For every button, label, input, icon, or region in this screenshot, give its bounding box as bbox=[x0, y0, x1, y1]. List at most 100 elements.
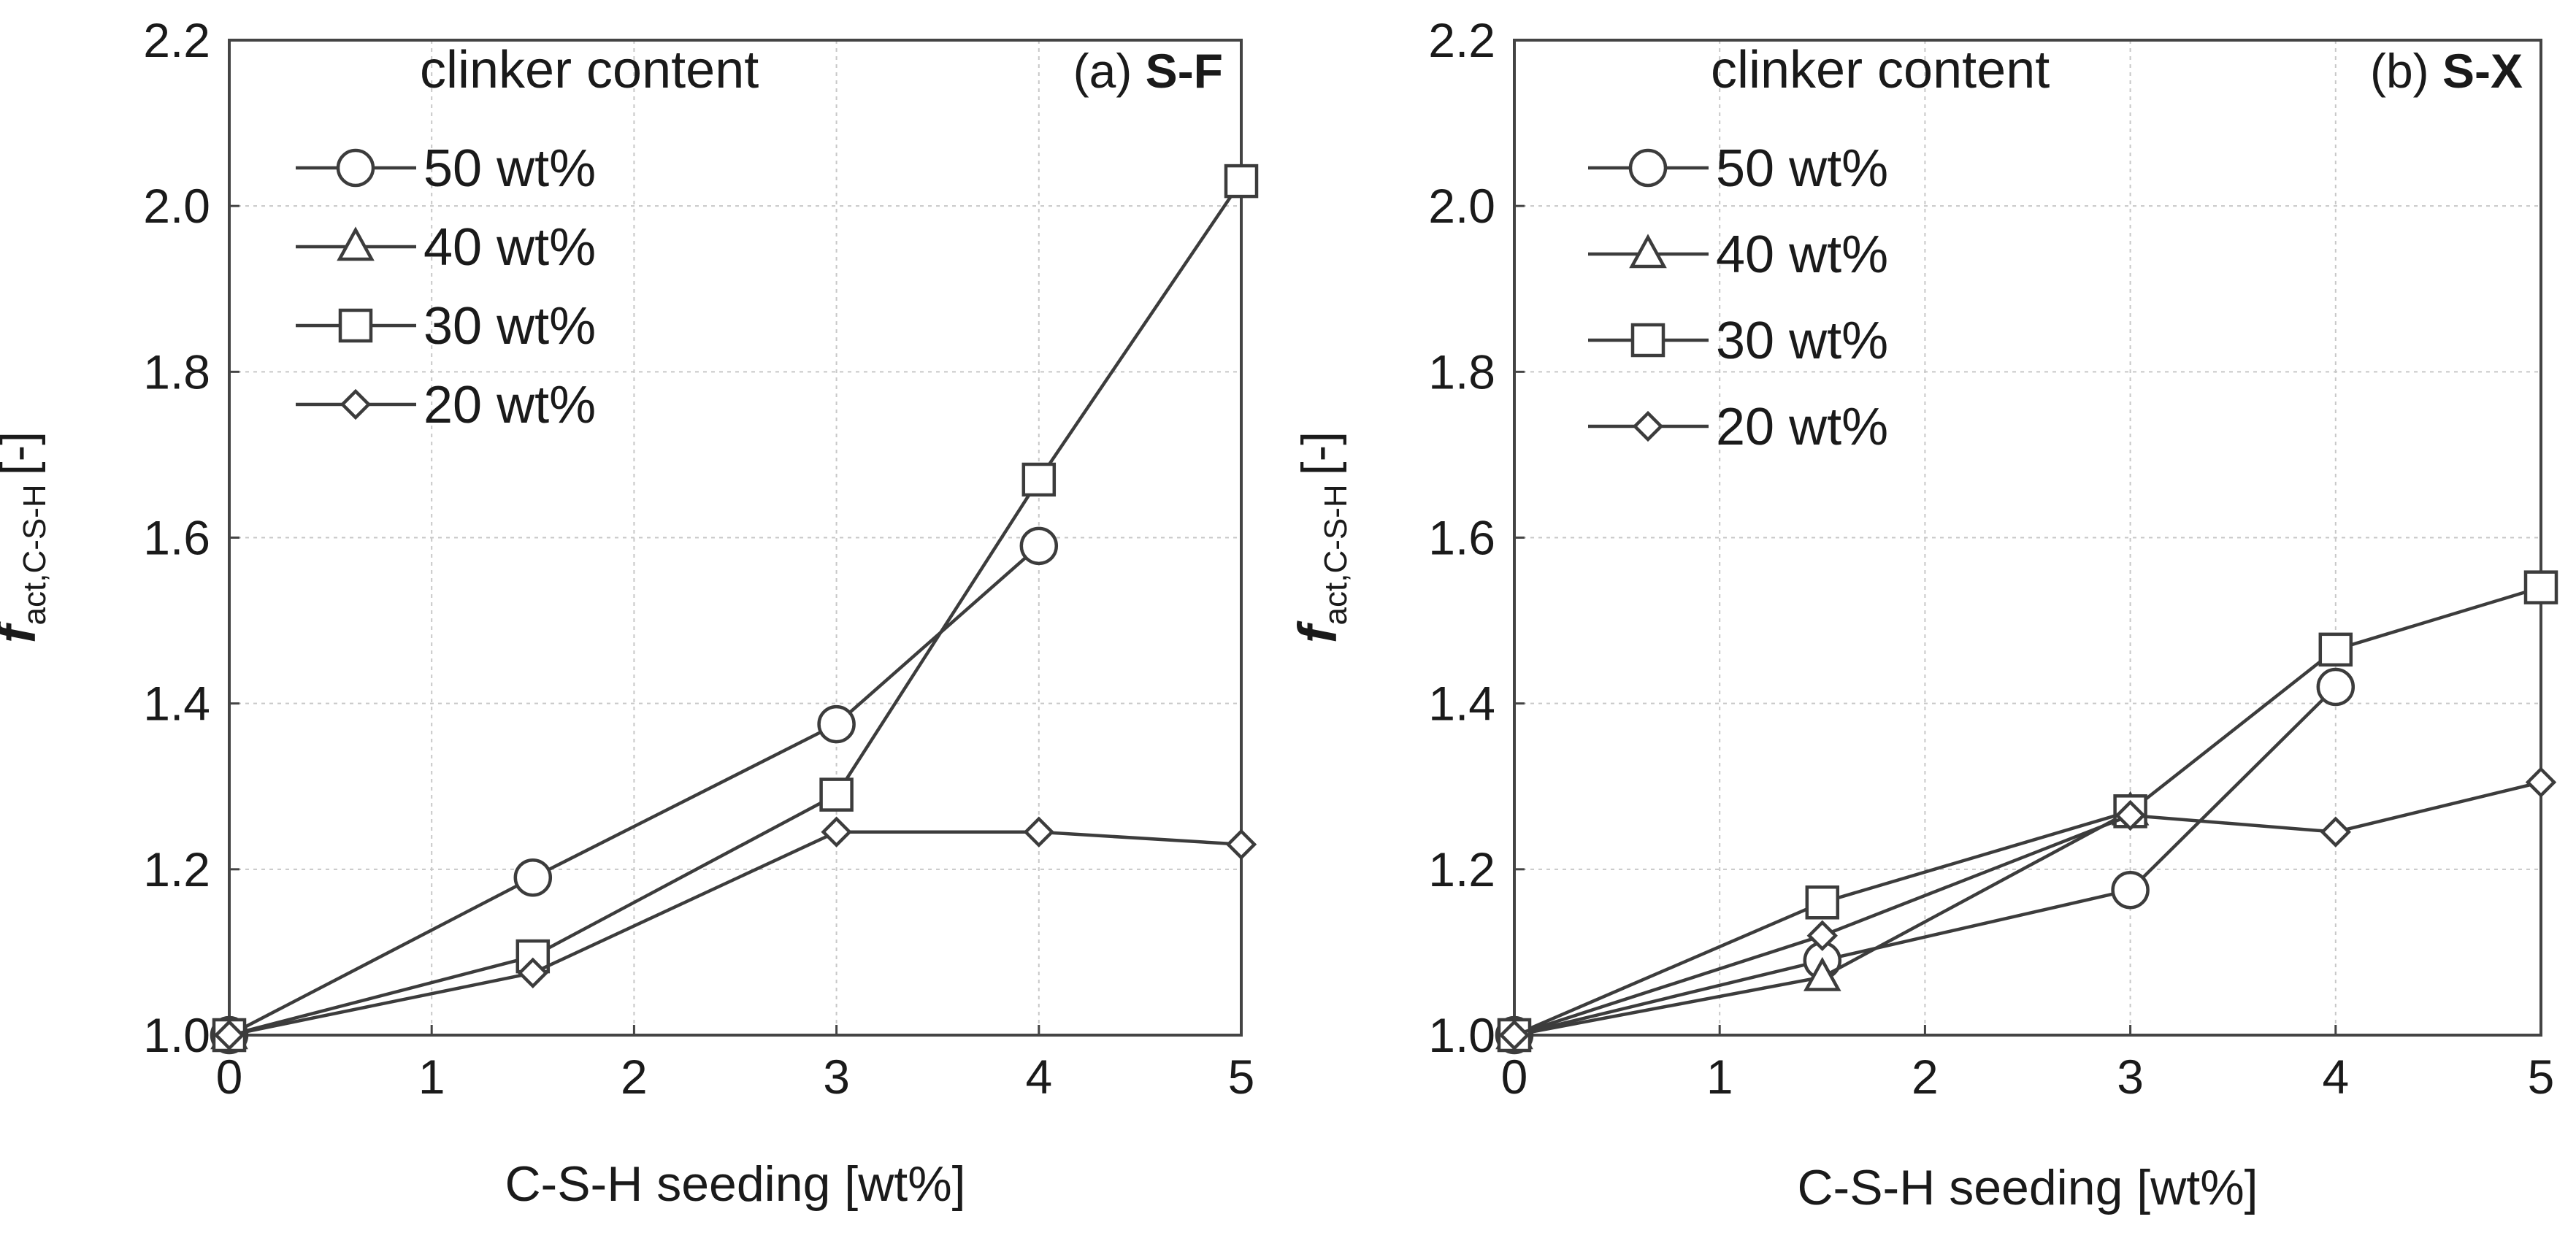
data-point-square bbox=[2523, 570, 2558, 604]
series-square bbox=[1497, 570, 2558, 1053]
x-tick-label: 5 bbox=[2528, 1050, 2555, 1104]
x-tick-label: 5 bbox=[1228, 1050, 1255, 1104]
y-axis-label: fact,C-S-H[-] bbox=[0, 431, 53, 643]
legend-item: 40 wt% bbox=[1588, 226, 1888, 284]
legend-marker-circle bbox=[336, 148, 375, 188]
y-tick-label: 1.2 bbox=[1428, 842, 1495, 896]
data-point-diamond bbox=[2115, 799, 2146, 831]
y-tick-label: 1.8 bbox=[143, 345, 210, 399]
x-axis-label: C-S-H seeding [wt%] bbox=[505, 1156, 965, 1212]
panel-title: (a) S-F bbox=[1073, 44, 1223, 98]
data-point-diamond bbox=[1225, 829, 1257, 860]
legend-item: 30 wt% bbox=[296, 297, 596, 356]
panel-name: S-F bbox=[1146, 44, 1223, 98]
legend-label: 30 wt% bbox=[1716, 312, 1888, 370]
data-point-diamond bbox=[2320, 816, 2351, 848]
data-point-diamond bbox=[821, 816, 852, 848]
legend: clinker content 50 wt% 40 wt% 30 wt% 20 wt% bbox=[1588, 41, 2050, 456]
panel-a-sf: 0 1 2 3 4 5 1.0 1.2 1.4 1.6 1.8 2.0 2.2 C-S-H seeding… bbox=[0, 13, 1259, 1212]
series-line bbox=[229, 830, 1242, 1037]
data-point-diamond bbox=[1023, 816, 1054, 848]
x-axis-label: C-S-H seeding [wt%] bbox=[1797, 1160, 2258, 1215]
legend-marker-triangle bbox=[337, 226, 375, 261]
data-point-diamond bbox=[517, 957, 548, 988]
data-point-square bbox=[1021, 462, 1057, 497]
panel-b-sx: 0 1 2 3 4 5 1.0 1.2 1.4 1.6 1.8 2.0 2.2 C-S-H seeding… bbox=[1287, 13, 2558, 1215]
series-line bbox=[1514, 585, 2542, 1037]
x-tick-label: 2 bbox=[621, 1050, 648, 1104]
legend-marker-square bbox=[338, 308, 373, 343]
data-point-diamond bbox=[1498, 1019, 1530, 1051]
legend-item: 40 wt% bbox=[296, 218, 596, 277]
y-axis-label-subscript: act,C-S-H bbox=[17, 484, 53, 625]
y-tick-label: 2.0 bbox=[143, 179, 210, 233]
y-axis-label-unit: [-] bbox=[0, 431, 46, 475]
legend-item: 20 wt% bbox=[1588, 398, 1888, 456]
y-tick-label: 1.8 bbox=[1428, 345, 1495, 399]
x-tick-label: 2 bbox=[1912, 1050, 1939, 1104]
series-line bbox=[1514, 685, 2337, 1037]
y-axis-label-unit: [-] bbox=[1292, 431, 1347, 475]
x-tick-label: 4 bbox=[1025, 1050, 1052, 1104]
y-tick-label: 2.0 bbox=[1428, 179, 1495, 233]
data-point-square bbox=[819, 777, 854, 812]
legend-item: 30 wt% bbox=[1588, 312, 1888, 370]
data-point-diamond bbox=[2525, 766, 2557, 798]
legend-marker-square bbox=[1630, 323, 1665, 358]
y-tick-label: 2.2 bbox=[143, 13, 210, 67]
legend-label: 40 wt% bbox=[1716, 226, 1888, 284]
legend-label: 20 wt% bbox=[1716, 398, 1888, 456]
data-point-triangle bbox=[1803, 956, 1841, 991]
x-tick-label: 0 bbox=[216, 1050, 243, 1104]
legend-label: 40 wt% bbox=[423, 218, 596, 277]
y-tick-label: 2.2 bbox=[1428, 13, 1495, 67]
y-tick-label: 1.4 bbox=[143, 677, 210, 731]
x-tick-label: 1 bbox=[418, 1050, 445, 1104]
legend-marker-diamond bbox=[340, 388, 372, 420]
legend-title: clinker content bbox=[420, 41, 759, 99]
legend-marker-circle bbox=[1628, 148, 1668, 188]
panel-tag: (a) bbox=[1073, 44, 1146, 98]
x-tick-label: 4 bbox=[2322, 1050, 2349, 1104]
legend-marker-triangle bbox=[1629, 234, 1667, 269]
series-diamond bbox=[213, 816, 1257, 1051]
legend: clinker content 50 wt% 40 wt% 30 wt% 20 wt% bbox=[296, 41, 759, 434]
data-point-circle bbox=[2111, 870, 2150, 910]
legend-item: 20 wt% bbox=[296, 376, 596, 434]
series-line bbox=[229, 180, 1243, 1037]
legend-item: 50 wt% bbox=[296, 139, 596, 198]
legend-marker-diamond bbox=[1632, 410, 1664, 442]
data-point-square bbox=[1224, 164, 1259, 199]
data-point-circle bbox=[817, 704, 856, 744]
legend-label: 30 wt% bbox=[423, 297, 596, 356]
y-tick-label: 1.2 bbox=[143, 842, 210, 896]
x-tick-label: 3 bbox=[823, 1050, 850, 1104]
data-point-circle bbox=[513, 858, 553, 897]
y-axis-label: fact,C-S-H[-] bbox=[1287, 431, 1354, 643]
legend-label: 50 wt% bbox=[1716, 139, 1888, 198]
legend-item: 50 wt% bbox=[1588, 139, 1888, 198]
legend-label: 20 wt% bbox=[423, 376, 596, 434]
x-tick-label: 0 bbox=[1501, 1050, 1528, 1104]
x-tick-label: 1 bbox=[1706, 1050, 1733, 1104]
series-square bbox=[212, 164, 1259, 1053]
y-tick-label: 1.0 bbox=[143, 1008, 210, 1062]
data-point-square bbox=[2318, 632, 2353, 667]
data-point-square bbox=[1805, 885, 1840, 920]
y-tick-label: 1.0 bbox=[1428, 1008, 1495, 1062]
y-axis-label-subscript: act,C-S-H bbox=[1318, 484, 1354, 625]
x-tick-label: 3 bbox=[2117, 1050, 2144, 1104]
panel-name: S-X bbox=[2442, 44, 2523, 98]
panel-tag: (b) bbox=[2370, 44, 2442, 98]
series-diamond bbox=[1498, 766, 2557, 1051]
legend-title: clinker content bbox=[1711, 41, 2050, 99]
data-point-circle bbox=[1019, 526, 1059, 566]
y-tick-label: 1.6 bbox=[143, 511, 210, 565]
panel-title: (b) S-X bbox=[2370, 44, 2523, 98]
y-tick-label: 1.4 bbox=[1428, 677, 1495, 731]
y-tick-label: 1.6 bbox=[1428, 511, 1495, 565]
data-point-diamond bbox=[213, 1019, 245, 1051]
data-point-circle bbox=[2316, 667, 2355, 707]
data-point-diamond bbox=[1806, 920, 1838, 951]
